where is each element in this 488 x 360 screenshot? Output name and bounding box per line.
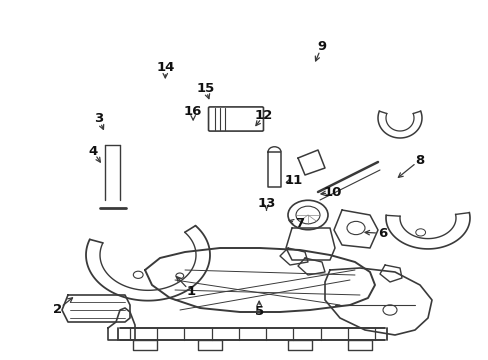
Text: 7: 7: [294, 217, 303, 230]
Text: 14: 14: [156, 61, 174, 74]
Text: 10: 10: [323, 186, 341, 199]
Text: 13: 13: [257, 197, 275, 210]
Text: 5: 5: [254, 305, 263, 318]
Text: 11: 11: [284, 174, 302, 186]
Text: 9: 9: [317, 40, 325, 53]
Text: 3: 3: [94, 112, 103, 125]
Text: 1: 1: [186, 285, 195, 298]
Text: 2: 2: [53, 303, 62, 316]
Text: 15: 15: [196, 82, 214, 95]
Text: 16: 16: [183, 105, 202, 118]
Text: 8: 8: [414, 154, 423, 167]
Text: 6: 6: [377, 227, 386, 240]
Text: 4: 4: [88, 145, 97, 158]
Text: 12: 12: [254, 109, 273, 122]
